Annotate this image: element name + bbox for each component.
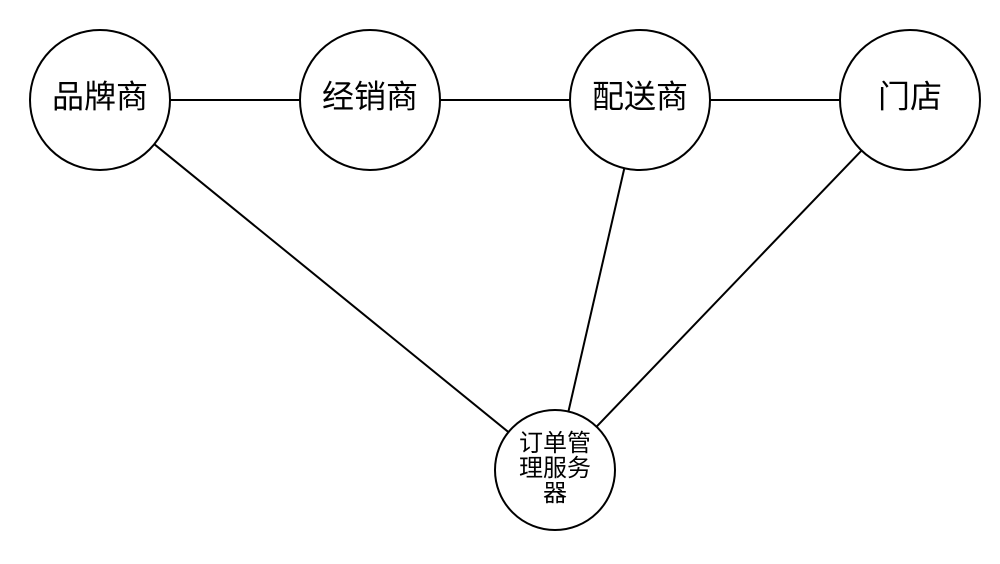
node-label-dealer: 经销商 — [322, 78, 418, 114]
diagram-canvas: 品牌商 经销商 配送商 门店订单管理服务器 — [0, 0, 1000, 564]
edge-store-server — [597, 151, 862, 427]
node-label-distributor: 配送商 — [592, 78, 688, 114]
node-store: 门店 — [840, 30, 980, 170]
nodes-layer: 品牌商 经销商 配送商 门店订单管理服务器 — [30, 30, 980, 530]
node-distributor: 配送商 — [570, 30, 710, 170]
node-server: 订单管理服务器 — [495, 410, 615, 530]
edges-layer — [154, 100, 861, 432]
node-dealer: 经销商 — [300, 30, 440, 170]
node-label-brand: 品牌商 — [52, 78, 148, 114]
edge-brand-server — [154, 144, 508, 432]
edge-distributor-server — [568, 168, 624, 411]
node-label-store: 门店 — [878, 78, 942, 114]
node-brand: 品牌商 — [30, 30, 170, 170]
